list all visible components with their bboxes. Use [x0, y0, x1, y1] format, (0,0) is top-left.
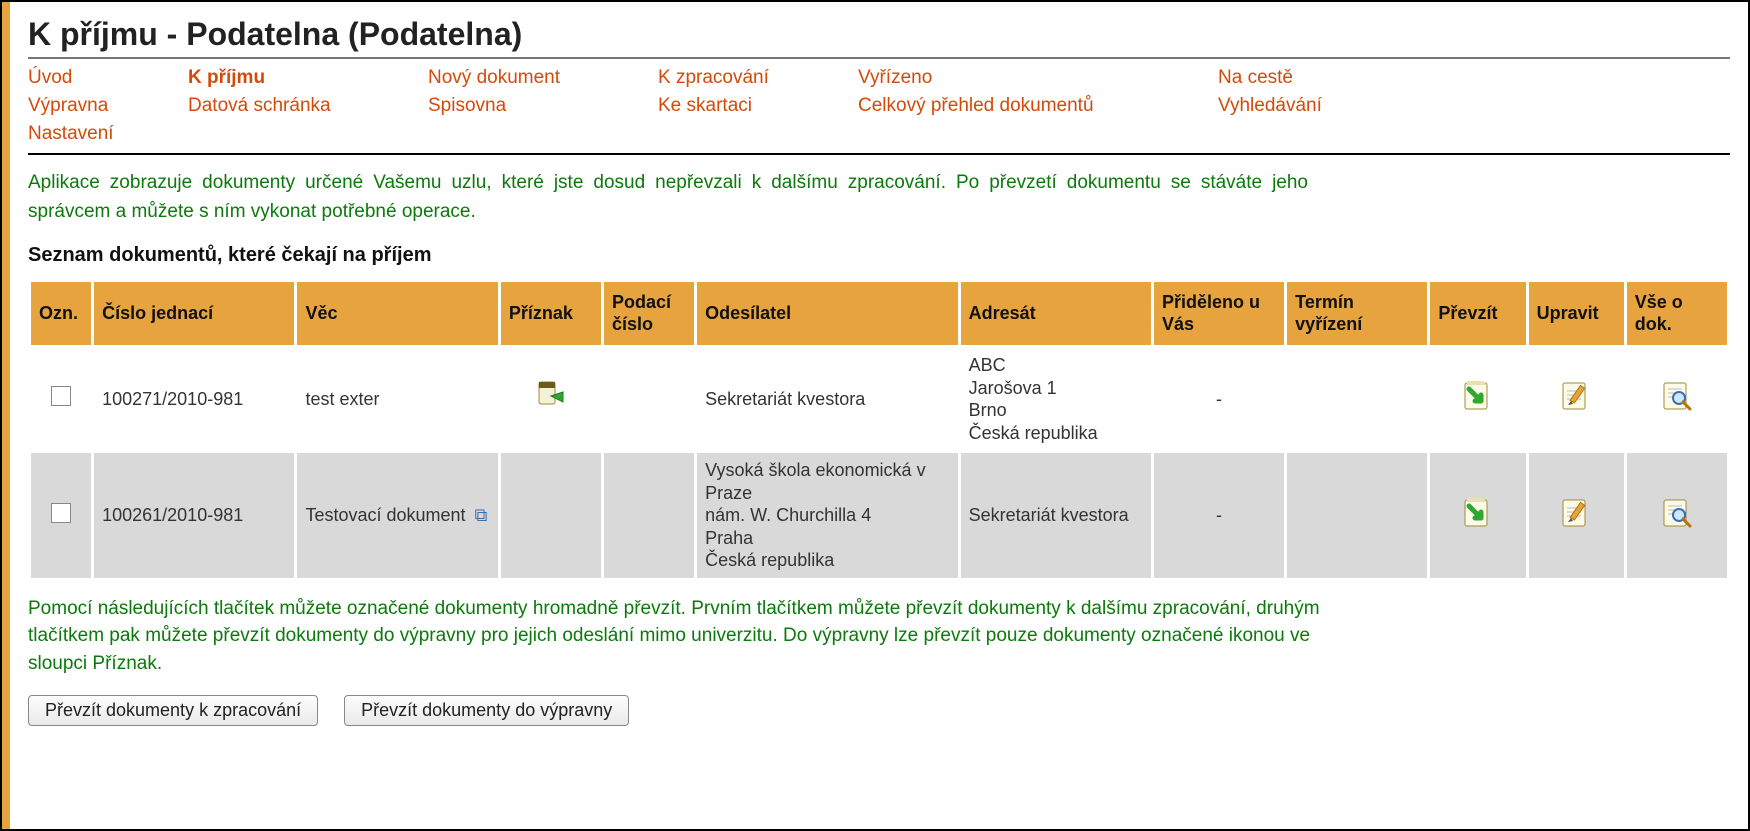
row-checkbox[interactable] — [51, 386, 71, 406]
cell-vec: Testovací dokument ⧉ — [297, 453, 497, 578]
nav-vyrizeno[interactable]: Vyřízeno — [858, 67, 1218, 89]
nav-datova-schranka[interactable]: Datová schránka — [188, 95, 428, 117]
cell-prideleno: - — [1154, 348, 1284, 450]
col-header: Přiděleno u Vás — [1154, 282, 1284, 345]
cell-podaci — [604, 348, 694, 450]
cell-prevzit[interactable] — [1430, 453, 1525, 578]
page-description: Aplikace zobrazuje dokumenty určené Vaše… — [28, 169, 1308, 226]
nav-nastaveni[interactable]: Nastavení — [28, 123, 188, 145]
page-title: K příjmu - Podatelna (Podatelna) — [28, 16, 1730, 53]
cell-prideleno: - — [1154, 453, 1284, 578]
cell-adresat: Sekretariát kvestora — [961, 453, 1151, 578]
cell-odesilatel: Vysoká škola ekonomická v Prazenám. W. C… — [697, 453, 957, 578]
col-header: Převzít — [1430, 282, 1525, 345]
cell-ozn — [31, 348, 91, 450]
accept-icon[interactable] — [1461, 379, 1495, 419]
nav-k-prijmu[interactable]: K příjmu — [188, 67, 428, 89]
nav-ke-skartaci[interactable]: Ke skartaci — [658, 95, 858, 117]
accept-process-button[interactable]: Převzít dokumenty k zpracování — [28, 695, 318, 726]
nav-novy-dokument[interactable]: Nový dokument — [428, 67, 658, 89]
cell-termin — [1287, 348, 1427, 450]
nav-uvod[interactable]: Úvod — [28, 67, 188, 89]
col-header: Termín vyřízení — [1287, 282, 1427, 345]
table-row: 100271/2010-981test exter Sekretariát kve… — [31, 348, 1727, 450]
cell-cj: 100261/2010-981 — [94, 453, 294, 578]
cell-vec: test exter — [297, 348, 497, 450]
detail-icon[interactable] — [1660, 496, 1694, 536]
nav-na-ceste[interactable]: Na cestě — [1218, 67, 1398, 89]
cell-odesilatel: Sekretariát kvestora — [697, 348, 957, 450]
section-title: Seznam dokumentů, které čekají na příjem — [28, 244, 1730, 267]
cell-upravit[interactable] — [1529, 453, 1624, 578]
cell-detail[interactable] — [1627, 453, 1727, 578]
col-header: Podací číslo — [604, 282, 694, 345]
nav-vyhledavani[interactable]: Vyhledávání — [1218, 95, 1398, 117]
cell-priznak — [501, 453, 601, 578]
nav-k-zpracovani[interactable]: K zpracování — [658, 67, 858, 89]
col-header: Číslo jednací — [94, 282, 294, 345]
cell-priznak — [501, 348, 601, 450]
table-header-row: Ozn.Číslo jednacíVěcPříznakPodací čísloO… — [31, 282, 1727, 345]
col-header: Adresát — [961, 282, 1151, 345]
edit-icon[interactable] — [1559, 379, 1593, 419]
col-header: Odesílatel — [697, 282, 957, 345]
col-header: Příznak — [501, 282, 601, 345]
nav-spisovna[interactable]: Spisovna — [428, 95, 658, 117]
accept-dispatch-button[interactable]: Převzít dokumenty do výpravny — [344, 695, 629, 726]
col-header: Upravit — [1529, 282, 1624, 345]
col-header: Vše o dok. — [1627, 282, 1727, 345]
accent-strip — [2, 2, 10, 829]
nav-vypravna[interactable]: Výpravna — [28, 95, 188, 117]
cell-ozn — [31, 453, 91, 578]
table-row: 100261/2010-981Testovací dokument ⧉ Vysok… — [31, 453, 1727, 578]
copy-icon: ⧉ — [475, 505, 488, 525]
cell-prevzit[interactable] — [1430, 348, 1525, 450]
documents-table: Ozn.Číslo jednacíVěcPříznakPodací čísloO… — [28, 279, 1730, 581]
divider-nav-bottom — [28, 153, 1730, 155]
nav-celkovy-prehled[interactable]: Celkový přehled dokumentů — [858, 95, 1218, 117]
cell-termin — [1287, 453, 1427, 578]
cell-adresat: ABCJarošova 1BrnoČeská republika — [961, 348, 1151, 450]
footer-description: Pomocí následujících tlačítek můžete ozn… — [28, 595, 1328, 678]
divider-top — [28, 57, 1730, 59]
cell-detail[interactable] — [1627, 348, 1727, 450]
edit-icon[interactable] — [1559, 496, 1593, 536]
col-header: Ozn. — [31, 282, 91, 345]
cell-upravit[interactable] — [1529, 348, 1624, 450]
col-header: Věc — [297, 282, 497, 345]
flag-icon — [533, 378, 569, 420]
accept-icon[interactable] — [1461, 496, 1495, 536]
detail-icon[interactable] — [1660, 379, 1694, 419]
cell-cj: 100271/2010-981 — [94, 348, 294, 450]
row-checkbox[interactable] — [51, 503, 71, 523]
cell-podaci — [604, 453, 694, 578]
nav-menu: Úvod Výpravna Nastavení K příjmu Datová … — [28, 67, 1730, 145]
